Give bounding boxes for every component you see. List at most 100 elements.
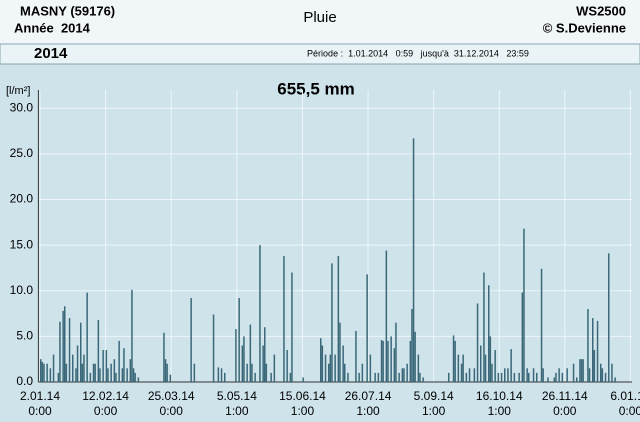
bar — [532, 368, 535, 382]
bar — [592, 318, 594, 382]
bar — [46, 363, 48, 382]
bar — [580, 359, 583, 382]
bar — [601, 368, 604, 382]
bar — [68, 318, 71, 382]
header-band — [0, 0, 640, 44]
bar — [102, 350, 104, 382]
x-tick-label: 25.03.14 — [148, 389, 195, 403]
bar — [41, 361, 44, 382]
bar — [414, 331, 416, 382]
bar — [483, 272, 485, 382]
bar — [588, 368, 591, 382]
bar — [555, 372, 557, 382]
bar — [513, 372, 516, 382]
title-band — [0, 43, 640, 65]
bar — [262, 345, 264, 382]
bar — [40, 359, 42, 382]
bar — [484, 354, 487, 382]
x-tick-label: 0:00 — [94, 404, 118, 418]
y-tick-label: 10.0 — [10, 283, 34, 297]
subtitle: Période : 1.01.2014 0:59 jusqu'à 31.12.2… — [307, 48, 529, 58]
bar — [593, 350, 596, 382]
bar — [395, 322, 397, 382]
bar — [235, 329, 237, 382]
bar — [243, 336, 245, 382]
bar — [163, 332, 165, 382]
bar — [566, 368, 568, 382]
bar — [523, 228, 525, 382]
bar — [507, 368, 509, 382]
x-tick-label: 16.10.14 — [476, 389, 523, 403]
bar — [76, 345, 79, 382]
bar — [476, 303, 479, 382]
bar — [382, 340, 384, 382]
bar — [547, 377, 549, 382]
bar — [542, 368, 544, 382]
bar — [264, 327, 266, 382]
x-tick-label: 6.01.15 — [610, 389, 640, 403]
bar — [387, 340, 389, 382]
bar — [334, 354, 336, 382]
x-tick-label: 1:00 — [356, 404, 380, 418]
bar — [579, 359, 581, 382]
bar — [611, 363, 613, 382]
x-tick-label: 1:00 — [225, 404, 249, 418]
bar — [193, 363, 196, 382]
bar — [43, 363, 45, 382]
bar — [89, 372, 92, 382]
bar — [572, 363, 575, 382]
bar — [134, 372, 136, 382]
x-tick-label: 1:00 — [488, 404, 512, 418]
bar — [494, 350, 496, 382]
x-tick-label: 1:00 — [291, 404, 315, 418]
bar — [238, 298, 240, 382]
bar — [92, 363, 95, 382]
bar — [521, 292, 524, 382]
bar — [283, 256, 285, 382]
bar — [339, 322, 341, 382]
bar — [561, 372, 564, 382]
bar — [385, 250, 388, 382]
y-tick-label: 15.0 — [10, 237, 34, 251]
bar — [587, 309, 589, 382]
bar — [462, 354, 464, 382]
bar — [454, 340, 456, 382]
bar — [64, 306, 66, 382]
y-tick-label: 25.0 — [10, 146, 34, 160]
y-tick-label: 0.0 — [16, 374, 33, 388]
bar — [321, 345, 324, 382]
bar — [366, 274, 368, 382]
bar — [320, 338, 322, 382]
bar — [596, 320, 599, 382]
bar — [536, 372, 538, 382]
bar — [417, 354, 420, 382]
bar — [270, 372, 272, 382]
bar — [254, 372, 256, 382]
bar — [217, 367, 220, 382]
bar — [212, 314, 215, 382]
bar — [97, 319, 100, 382]
bar — [465, 372, 468, 382]
bar — [94, 363, 96, 382]
x-tick-label: 1:00 — [422, 404, 446, 418]
bar — [398, 372, 400, 382]
bar — [57, 372, 60, 382]
bar — [273, 354, 276, 382]
bar — [265, 363, 268, 382]
bar — [582, 359, 584, 382]
bar — [115, 372, 117, 382]
bar — [86, 292, 88, 382]
bar — [241, 345, 244, 382]
bar — [422, 377, 424, 382]
bar — [347, 372, 349, 382]
y-axis-label: [l/m²] — [6, 85, 30, 97]
device: WS2500 — [576, 3, 626, 18]
bar — [302, 377, 304, 382]
bar — [604, 372, 607, 382]
bar — [65, 363, 68, 382]
bar — [62, 310, 64, 382]
bar — [411, 309, 413, 382]
bar — [377, 372, 380, 382]
bar — [608, 253, 610, 382]
bar — [510, 349, 512, 382]
